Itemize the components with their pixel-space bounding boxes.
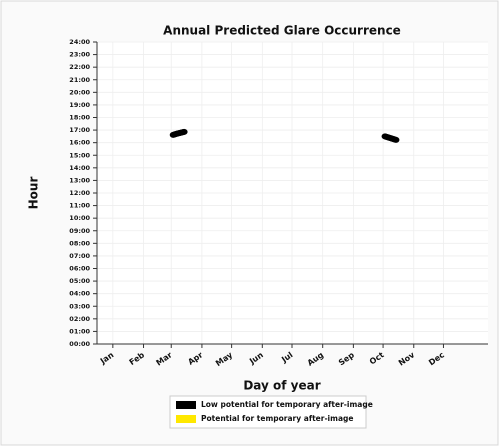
y-tick-label: 20:00: [69, 88, 90, 96]
legend-label: Potential for temporary after-image: [201, 414, 353, 423]
y-tick-label: 04:00: [69, 290, 90, 298]
y-tick-label: 18:00: [69, 114, 90, 122]
y-tick-label: 07:00: [69, 252, 90, 260]
y-tick-label: 03:00: [69, 302, 90, 310]
y-tick-label: 10:00: [69, 214, 90, 222]
y-tick-label: 24:00: [69, 38, 90, 46]
glare-point: [180, 128, 188, 135]
y-tick-label: 17:00: [69, 126, 90, 134]
y-tick-label: 09:00: [69, 227, 90, 235]
x-axis-title: Day of year: [243, 379, 320, 393]
y-tick-label: 23:00: [69, 51, 90, 59]
y-tick-label: 14:00: [69, 164, 90, 172]
y-tick-label: 12:00: [69, 189, 90, 197]
chart-title: Annual Predicted Glare Occurrence: [163, 24, 401, 38]
y-tick-label: 21:00: [69, 76, 90, 84]
y-tick-label: 00:00: [69, 340, 90, 348]
y-tick-label: 13:00: [69, 176, 90, 184]
y-tick-label: 15:00: [69, 151, 90, 159]
y-axis-title: Hour: [27, 177, 41, 210]
y-tick-label: 01:00: [69, 327, 90, 335]
legend-swatch: [176, 401, 196, 409]
legend-label: Low potential for temporary after-image: [201, 400, 373, 409]
glare-point: [392, 136, 400, 143]
y-tick-label: 11:00: [69, 202, 90, 210]
y-tick-label: 02:00: [69, 315, 90, 323]
y-tick-label: 08:00: [69, 239, 90, 247]
y-tick-label: 22:00: [69, 63, 90, 71]
y-tick-label: 19:00: [69, 101, 90, 109]
y-tick-label: 05:00: [69, 277, 90, 285]
legend-swatch: [176, 415, 196, 423]
y-tick-label: 16:00: [69, 139, 90, 147]
legend-box: [169, 395, 367, 429]
y-tick-label: 06:00: [69, 265, 90, 273]
